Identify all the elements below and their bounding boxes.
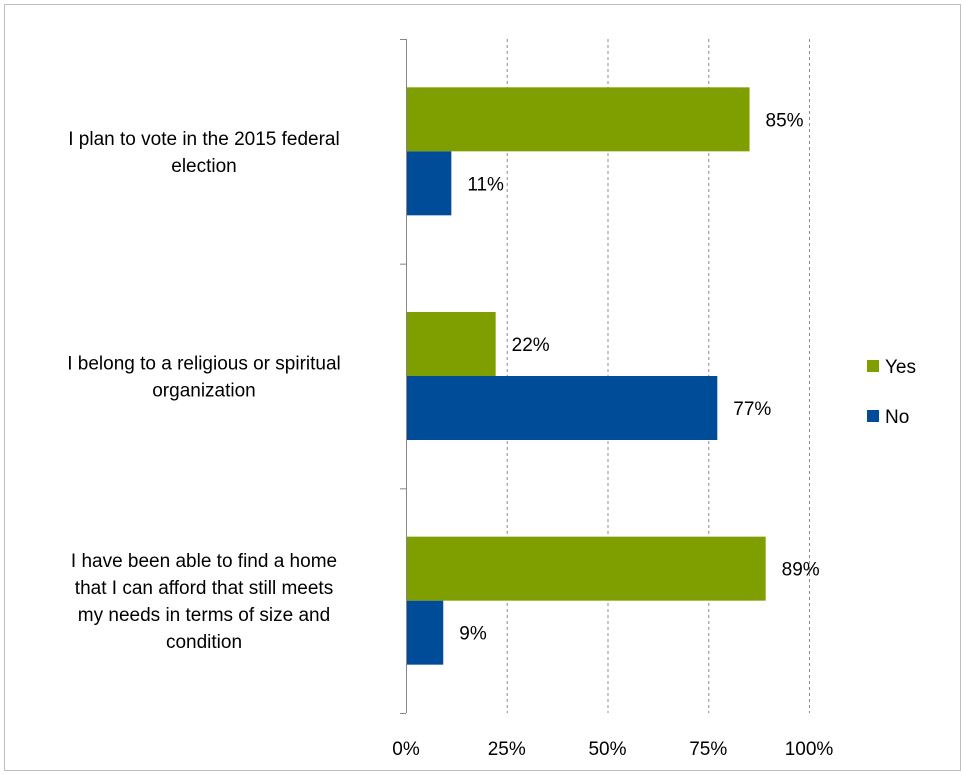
bar-yes-1: [407, 87, 750, 152]
legend-swatch-yes: [867, 360, 879, 372]
category-label-1-line-2: election: [171, 156, 237, 177]
category-labels: I plan to vote in the 2015 federal electi…: [67, 129, 341, 653]
legend-swatch-no: [867, 410, 879, 422]
data-labels: 85% 11% 22% 77% 89% 9%: [459, 110, 820, 644]
category-label-2-line-1: I belong to a religious or spiritual: [67, 354, 341, 375]
bar-yes-2: [407, 312, 496, 376]
data-label-no-1: 11%: [467, 174, 504, 195]
x-tick-label-0: 0%: [392, 739, 420, 760]
category-label-3-line-2: that I can afford that still meets: [75, 578, 333, 599]
x-tick-label-100: 100%: [785, 739, 834, 760]
x-tick-label-75: 75%: [689, 739, 727, 760]
bar-no-3: [407, 600, 444, 665]
bar-no-1: [407, 151, 452, 216]
bar-no-2: [407, 376, 718, 440]
data-label-yes-1: 85%: [766, 110, 804, 131]
bar-yes-3: [407, 536, 766, 601]
category-label-3-line-4: condition: [166, 632, 242, 653]
category-label-2-line-2: organization: [152, 381, 256, 402]
data-label-no-3: 9%: [459, 624, 487, 645]
category-label-1-line-1: I plan to vote in the 2015 federal: [68, 129, 339, 150]
data-label-no-2: 77%: [733, 399, 771, 420]
legend-label-no: No: [885, 407, 909, 428]
legend: Yes No: [867, 357, 916, 428]
data-label-yes-2: 22%: [512, 335, 550, 356]
y-axis: [400, 39, 407, 714]
bars: [407, 87, 766, 665]
category-label-3-line-3: my needs in terms of size and: [78, 605, 330, 626]
x-tick-label-50: 50%: [588, 739, 626, 760]
legend-label-yes: Yes: [885, 357, 916, 378]
bar-chart: 85% 11% 22% 77% 89% 9% I plan to vote in the …: [67, 39, 916, 760]
chart-frame: 85% 11% 22% 77% 89% 9% I plan to vote in the …: [4, 4, 961, 771]
x-tick-label-25: 25%: [488, 739, 526, 760]
data-label-yes-3: 89%: [782, 560, 820, 581]
x-tick-labels: 0% 25% 50% 75% 100%: [392, 739, 833, 760]
category-label-3-line-1: I have been able to find a home: [71, 551, 337, 572]
